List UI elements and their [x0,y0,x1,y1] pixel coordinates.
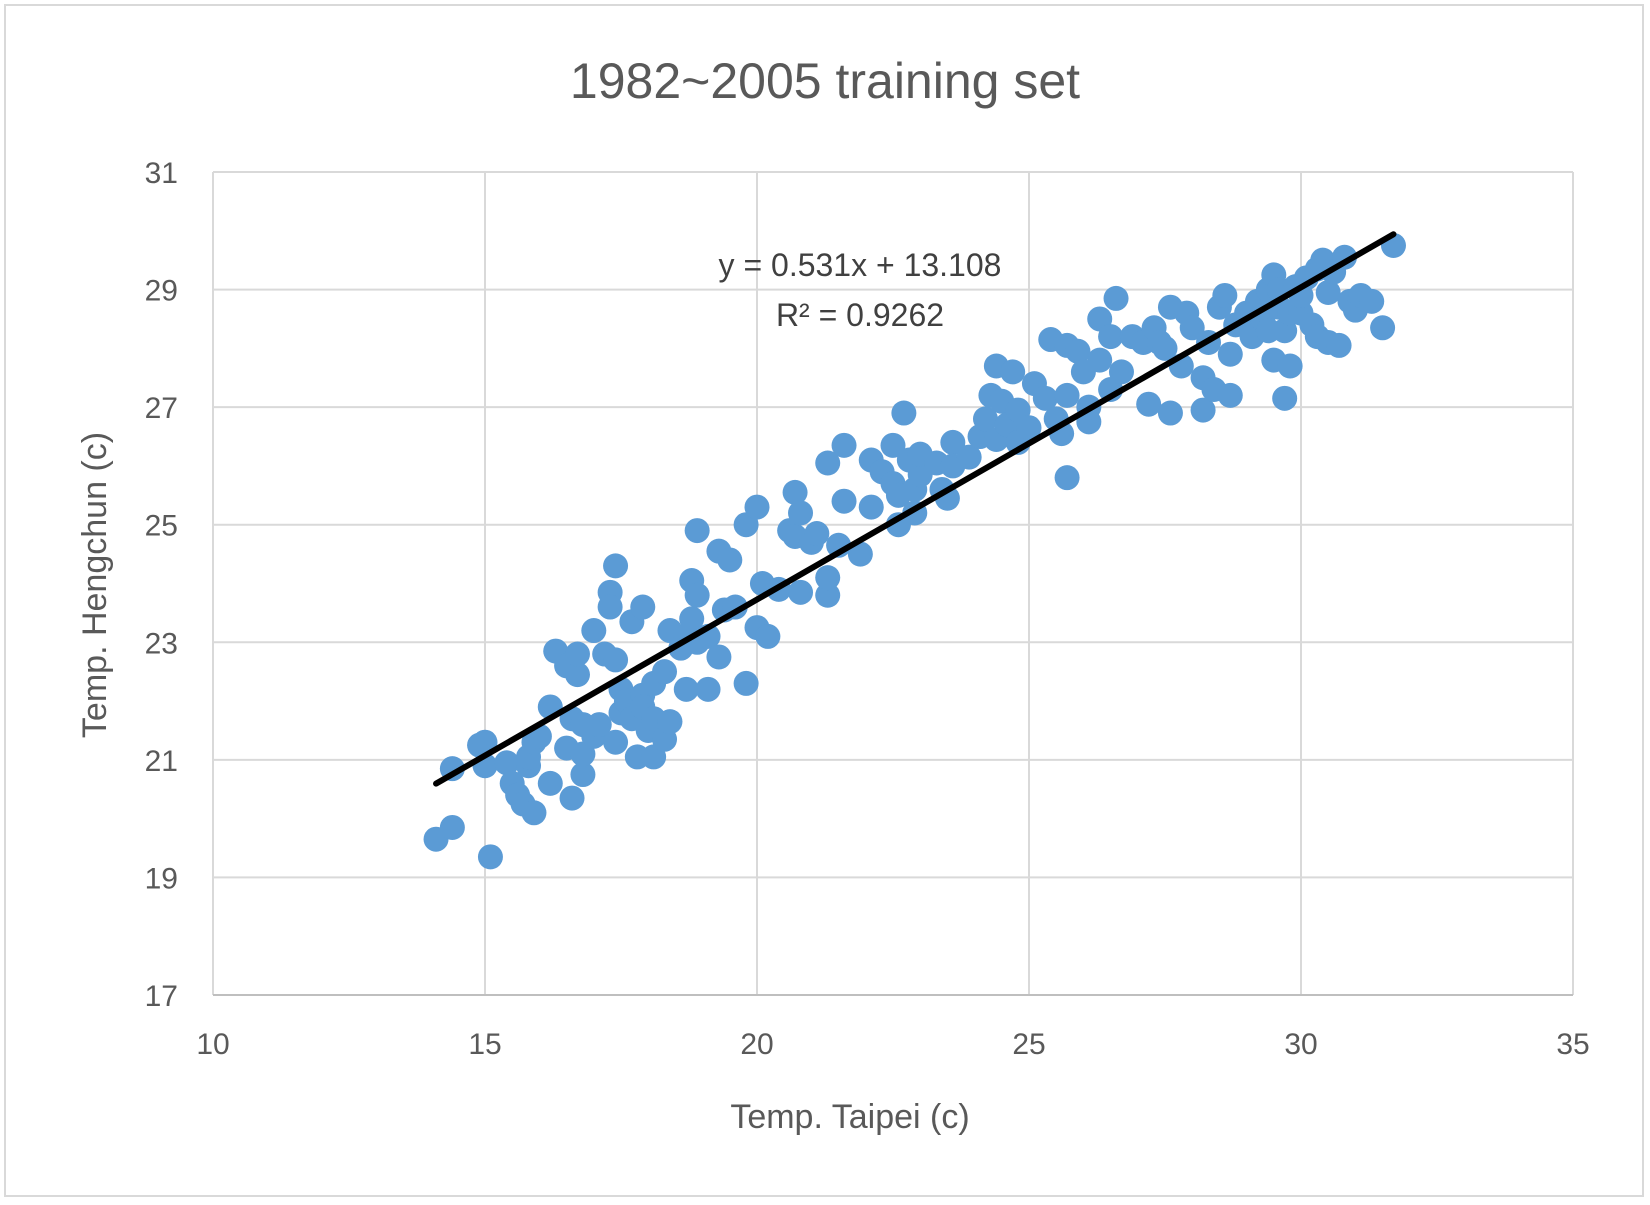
data-point [439,814,465,840]
data-point [1087,347,1113,373]
x-tick-label: 35 [1556,1028,1589,1061]
y-tick-label: 23 [145,627,178,660]
gridlines [212,171,1574,996]
data-point [815,565,841,591]
chart-title: 1982~2005 training set [570,53,1080,109]
data-point [1054,382,1080,408]
data-point [815,582,841,608]
data-point [570,762,596,788]
x-tick-label: 30 [1284,1028,1317,1061]
data-point [972,406,998,432]
data-point [597,594,623,620]
data-point [744,494,770,520]
data-point [1103,285,1129,311]
data-point [1326,332,1352,358]
data-point [1065,338,1091,364]
y-tick-label: 31 [145,157,178,190]
data-point [679,606,705,632]
data-point [603,647,629,673]
data-point [564,641,590,667]
data-point [521,800,547,826]
x-tick-label: 10 [196,1028,229,1061]
data-point [695,676,721,702]
data-point [1136,391,1162,417]
y-axis-title: Temp. Hengchun (c) [76,432,114,738]
data-point [1370,315,1396,341]
data-point [559,785,585,811]
y-tick-label: 27 [145,392,178,425]
data-point [1190,397,1216,423]
data-point [858,494,884,520]
data-point [1359,288,1385,314]
data-point [1054,465,1080,491]
data-point [788,579,814,605]
y-tick-label: 19 [145,862,178,895]
x-tick-label: 25 [1012,1028,1045,1061]
data-point [1179,315,1205,341]
data-point [880,432,906,458]
trendline-group [433,231,1397,787]
data-point [1152,335,1178,361]
data-point [891,400,917,426]
y-tick-label: 25 [145,510,178,543]
data-point [477,844,503,870]
data-point [788,500,814,526]
data-point [684,582,710,608]
trendline-equation: y = 0.531x + 13.108 [719,247,1002,283]
data-point [1098,324,1124,350]
data-point [1016,415,1042,441]
trendline [433,231,1397,787]
data-point [956,444,982,470]
data-point [472,729,498,755]
x-axis-title: Temp. Taipei (c) [730,1098,969,1136]
data-point [733,670,759,696]
data-point [831,432,857,458]
data-point [564,662,590,688]
data-point [847,541,873,567]
data-point [831,488,857,514]
data-point [603,729,629,755]
data-point [581,618,607,644]
data-point [1277,353,1303,379]
data-point [755,623,781,649]
data-point [717,547,743,573]
data-point [652,659,678,685]
data-point [1217,382,1243,408]
data-point [1212,282,1238,308]
data-point [657,709,683,735]
data-point [586,712,612,738]
data-point [1108,359,1134,385]
trendline-r-squared: R² = 0.9262 [776,297,944,333]
data-point [1032,385,1058,411]
data-point [537,770,563,796]
data-point [706,644,732,670]
x-tick-label: 20 [740,1028,773,1061]
data-point [1315,280,1341,306]
data-point [603,553,629,579]
data-point [815,450,841,476]
data-point [1272,385,1298,411]
y-tick-label: 29 [145,275,178,308]
data-point [630,594,656,620]
data-point [1157,400,1183,426]
tick-labels: 10 15 20 25 30 35 17 19 21 23 25 27 29 31 [145,157,1590,1061]
data-point [940,429,966,455]
x-tick-label: 15 [468,1028,501,1061]
y-tick-label: 21 [145,745,178,778]
data-point [1000,359,1026,385]
data-point [1217,341,1243,367]
data-point [673,676,699,702]
data-point [782,479,808,505]
data-point [494,750,520,776]
data-point [804,521,830,547]
data-point [684,518,710,544]
y-tick-label: 17 [145,980,178,1013]
